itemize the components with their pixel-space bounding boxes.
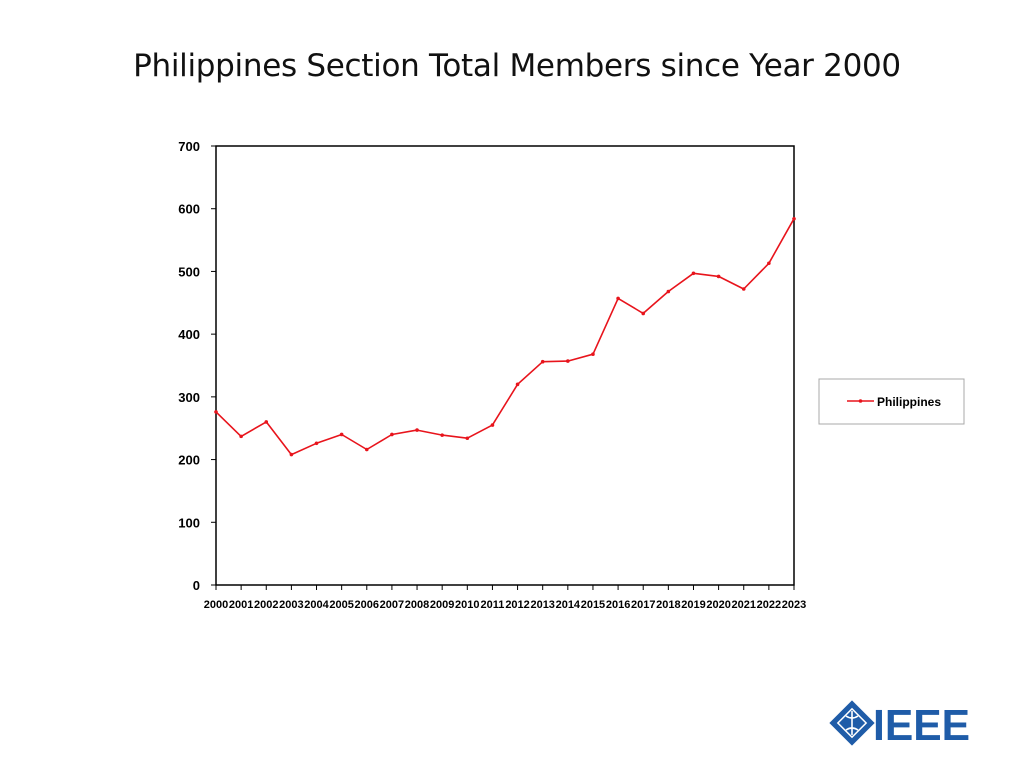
x-tick-label: 2007	[380, 599, 404, 611]
data-point	[591, 352, 595, 357]
y-tick-label: 200	[178, 453, 200, 468]
x-tick-label: 2005	[329, 599, 353, 611]
x-tick-label: 2009	[430, 599, 454, 611]
slide-title: Philippines Section Total Members since …	[133, 48, 901, 84]
y-tick-label: 500	[178, 264, 200, 279]
x-tick-label: 2016	[606, 599, 630, 611]
data-point	[415, 428, 419, 432]
x-tick-label: 2013	[530, 599, 554, 611]
x-tick-label: 2006	[355, 599, 379, 611]
data-point	[691, 271, 696, 276]
ieee-logo-text: IEEE	[873, 701, 970, 750]
x-tick-label: 2014	[556, 599, 581, 611]
data-point	[716, 274, 721, 279]
legend-box	[818, 378, 965, 425]
data-point	[767, 261, 771, 266]
y-tick-label: 700	[178, 139, 200, 154]
series-philippines	[214, 216, 796, 457]
data-point	[641, 311, 646, 316]
x-tick-label: 2002	[254, 599, 278, 611]
data-point	[490, 423, 495, 427]
x-tick-label: 2012	[505, 599, 529, 611]
legend: Philippines	[818, 378, 965, 425]
data-point	[339, 432, 344, 437]
ieee-logo: IEEE	[829, 700, 970, 750]
x-tick-label: 2023	[782, 599, 806, 611]
x-tick-label: 2020	[706, 599, 730, 611]
data-point	[566, 359, 570, 363]
data-point	[666, 289, 671, 294]
data-point	[515, 382, 520, 387]
data-point	[214, 410, 218, 414]
y-tick-label: 400	[178, 327, 200, 342]
legend-label: Philippines	[877, 395, 941, 409]
x-tick-label: 2018	[656, 599, 680, 611]
y-axis: 0 100 200 300 400 500 600 700	[178, 139, 216, 593]
x-tick-label: 2017	[631, 599, 655, 611]
x-tick-label: 2015	[581, 599, 605, 611]
y-tick-label: 300	[178, 390, 200, 405]
y-tick-label: 0	[193, 578, 200, 593]
data-point	[239, 434, 243, 439]
x-tick-label: 2010	[455, 599, 479, 611]
x-axis: 2000 2001 2002 2003 2004 2005 2006 2007 2008 2009…	[204, 585, 806, 611]
data-point	[314, 441, 319, 446]
data-point	[540, 359, 545, 364]
x-tick-label: 2004	[304, 599, 329, 611]
legend-marker	[858, 399, 863, 403]
data-point	[364, 447, 369, 452]
x-tick-label: 2021	[731, 599, 755, 611]
data-point	[741, 287, 746, 291]
data-point	[390, 432, 394, 437]
y-tick-label: 100	[178, 515, 200, 530]
logo-emblem-icon	[845, 711, 859, 735]
series-line	[215, 218, 795, 456]
x-tick-label: 2008	[405, 599, 429, 611]
data-point	[616, 296, 620, 301]
x-tick-label: 2011	[480, 599, 504, 611]
x-tick-label: 2019	[681, 599, 705, 611]
data-point	[289, 452, 294, 457]
x-tick-label: 2022	[757, 599, 781, 611]
x-tick-label: 2000	[204, 599, 228, 611]
data-point	[465, 436, 470, 441]
x-tick-label: 2003	[279, 599, 303, 611]
x-tick-label: 2001	[229, 599, 253, 611]
data-point	[440, 433, 444, 437]
data-point	[264, 420, 269, 424]
data-point	[792, 216, 796, 221]
y-tick-label: 600	[178, 202, 200, 217]
plot-area	[215, 145, 795, 586]
